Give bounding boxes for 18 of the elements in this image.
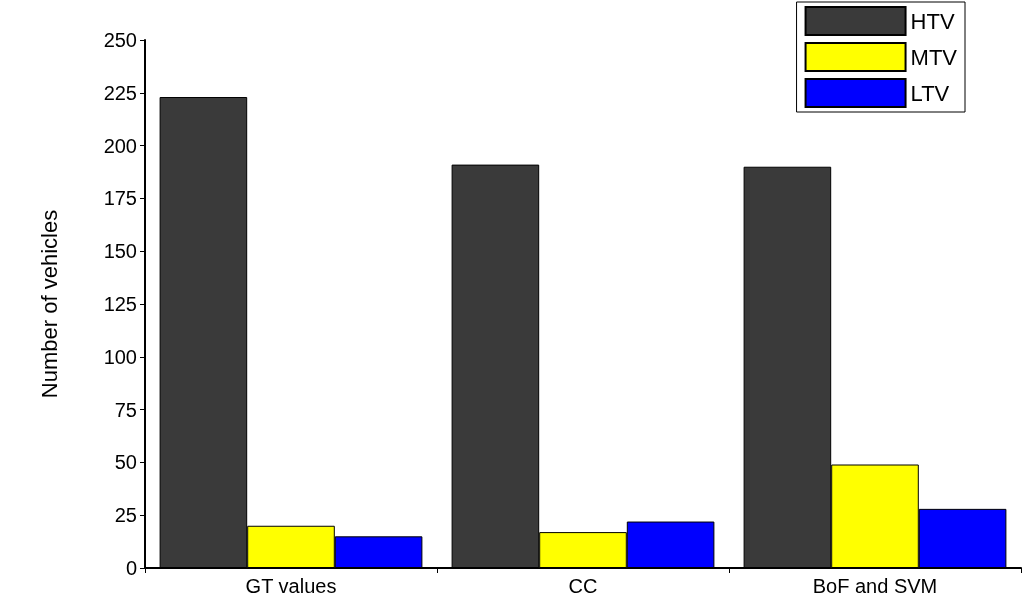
y-tick-label: 200: [103, 134, 137, 157]
y-tick-label: 50: [114, 451, 137, 474]
x-tick-label: CC: [568, 575, 598, 597]
legend-label: HTV: [910, 8, 955, 34]
legend-label: MTV: [910, 44, 958, 70]
y-tick-label: 0: [125, 557, 137, 579]
y-tick-label: 125: [103, 293, 137, 315]
x-tick-label: BoF and SVM: [812, 575, 938, 597]
y-tick-label: 100: [103, 345, 137, 368]
y-tick-label: 225: [103, 81, 137, 104]
y-tick-label: 150: [103, 240, 137, 263]
y-tick-label: 75: [114, 398, 137, 421]
legend-label: LTV: [910, 80, 950, 106]
y-tick-label: 250: [103, 29, 137, 51]
y-tick-label: 25: [114, 504, 137, 527]
y-axis-title: Number of vehicles: [36, 209, 62, 399]
y-tick-label: 175: [103, 187, 137, 210]
x-tick-label: GT values: [245, 575, 337, 597]
